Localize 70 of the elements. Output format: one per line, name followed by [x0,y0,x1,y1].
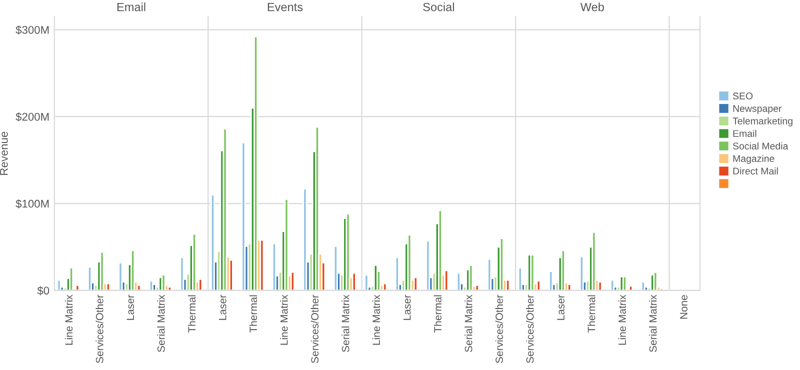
y-tick-label: $200M [16,112,49,122]
bar [468,264,474,290]
bar [530,254,535,290]
legend-label: Telemarketing [732,117,792,126]
bar [228,259,234,290]
x-tick-label: Services/Other [526,294,534,364]
x-tick-label: Laser [557,294,564,320]
bar [560,250,566,290]
bar [130,250,136,290]
x-tick-label: Serial Matrix [464,294,472,352]
x-tick-label: Thermal [434,295,442,333]
x-tick-label: Services/Other [495,294,503,364]
bar [302,188,308,290]
x-tick-label: Thermal [588,295,596,333]
y-axis-title: Revenue [0,132,8,175]
x-tick-label: Laser [403,294,411,320]
bar [653,272,658,290]
x-tick-label: Serial Matrix [649,294,657,352]
x-tick-label: Services/Other [310,294,319,364]
bar [474,284,480,290]
bar [315,126,320,290]
legend-label: Magazine [733,154,774,164]
bar [518,267,522,290]
x-tick-label: Line Matrix [372,294,380,345]
bar [499,238,504,290]
legend-label: Direct Mail [733,167,778,175]
bar [161,274,166,290]
bar [426,240,430,290]
bar [407,234,412,290]
chart-title: Social [423,2,454,12]
x-tick-label: Laser [219,294,226,320]
legend-label: Social Media [732,142,788,150]
legend-label: SEO [732,92,753,100]
x-tick-label: Serial Matrix [342,294,350,352]
bar [290,272,295,290]
bar [592,232,596,290]
x-tick-label: Thermal [188,295,196,333]
bar [536,280,541,290]
bar [106,282,110,290]
x-tick-label: Line Matrix [64,294,73,345]
y-tick-label: $0 [37,286,50,296]
bar [506,279,510,290]
x-tick-label: Thermal [249,295,258,333]
x-tick-label: Services/Other [96,294,104,364]
x-tick-label: Laser [126,294,134,320]
x-tick-label: Line Matrix [280,294,288,345]
bar [241,142,246,290]
bar [254,36,258,290]
legend-label: Email [733,130,756,137]
bar [222,128,228,290]
bar [548,270,554,290]
bar [413,276,418,290]
legend-label: Newspaper [733,105,782,114]
bar [100,252,104,290]
y-tick-label: $100M [16,199,49,208]
bar [598,281,602,290]
chart-title: Web [580,2,604,12]
chart-title: Email [117,2,146,12]
bar [260,239,264,290]
x-tick-label: Serial Matrix [157,294,165,352]
bar [487,258,492,290]
x-tick-label: None [680,295,688,319]
x-tick-label: Line Matrix [618,294,626,345]
bar [364,274,369,290]
bar [136,284,142,290]
bar [167,286,172,290]
bar [567,284,572,290]
y-tick-label: $300M [16,25,49,34]
chart-title: Events [268,2,303,12]
bar [352,272,356,290]
